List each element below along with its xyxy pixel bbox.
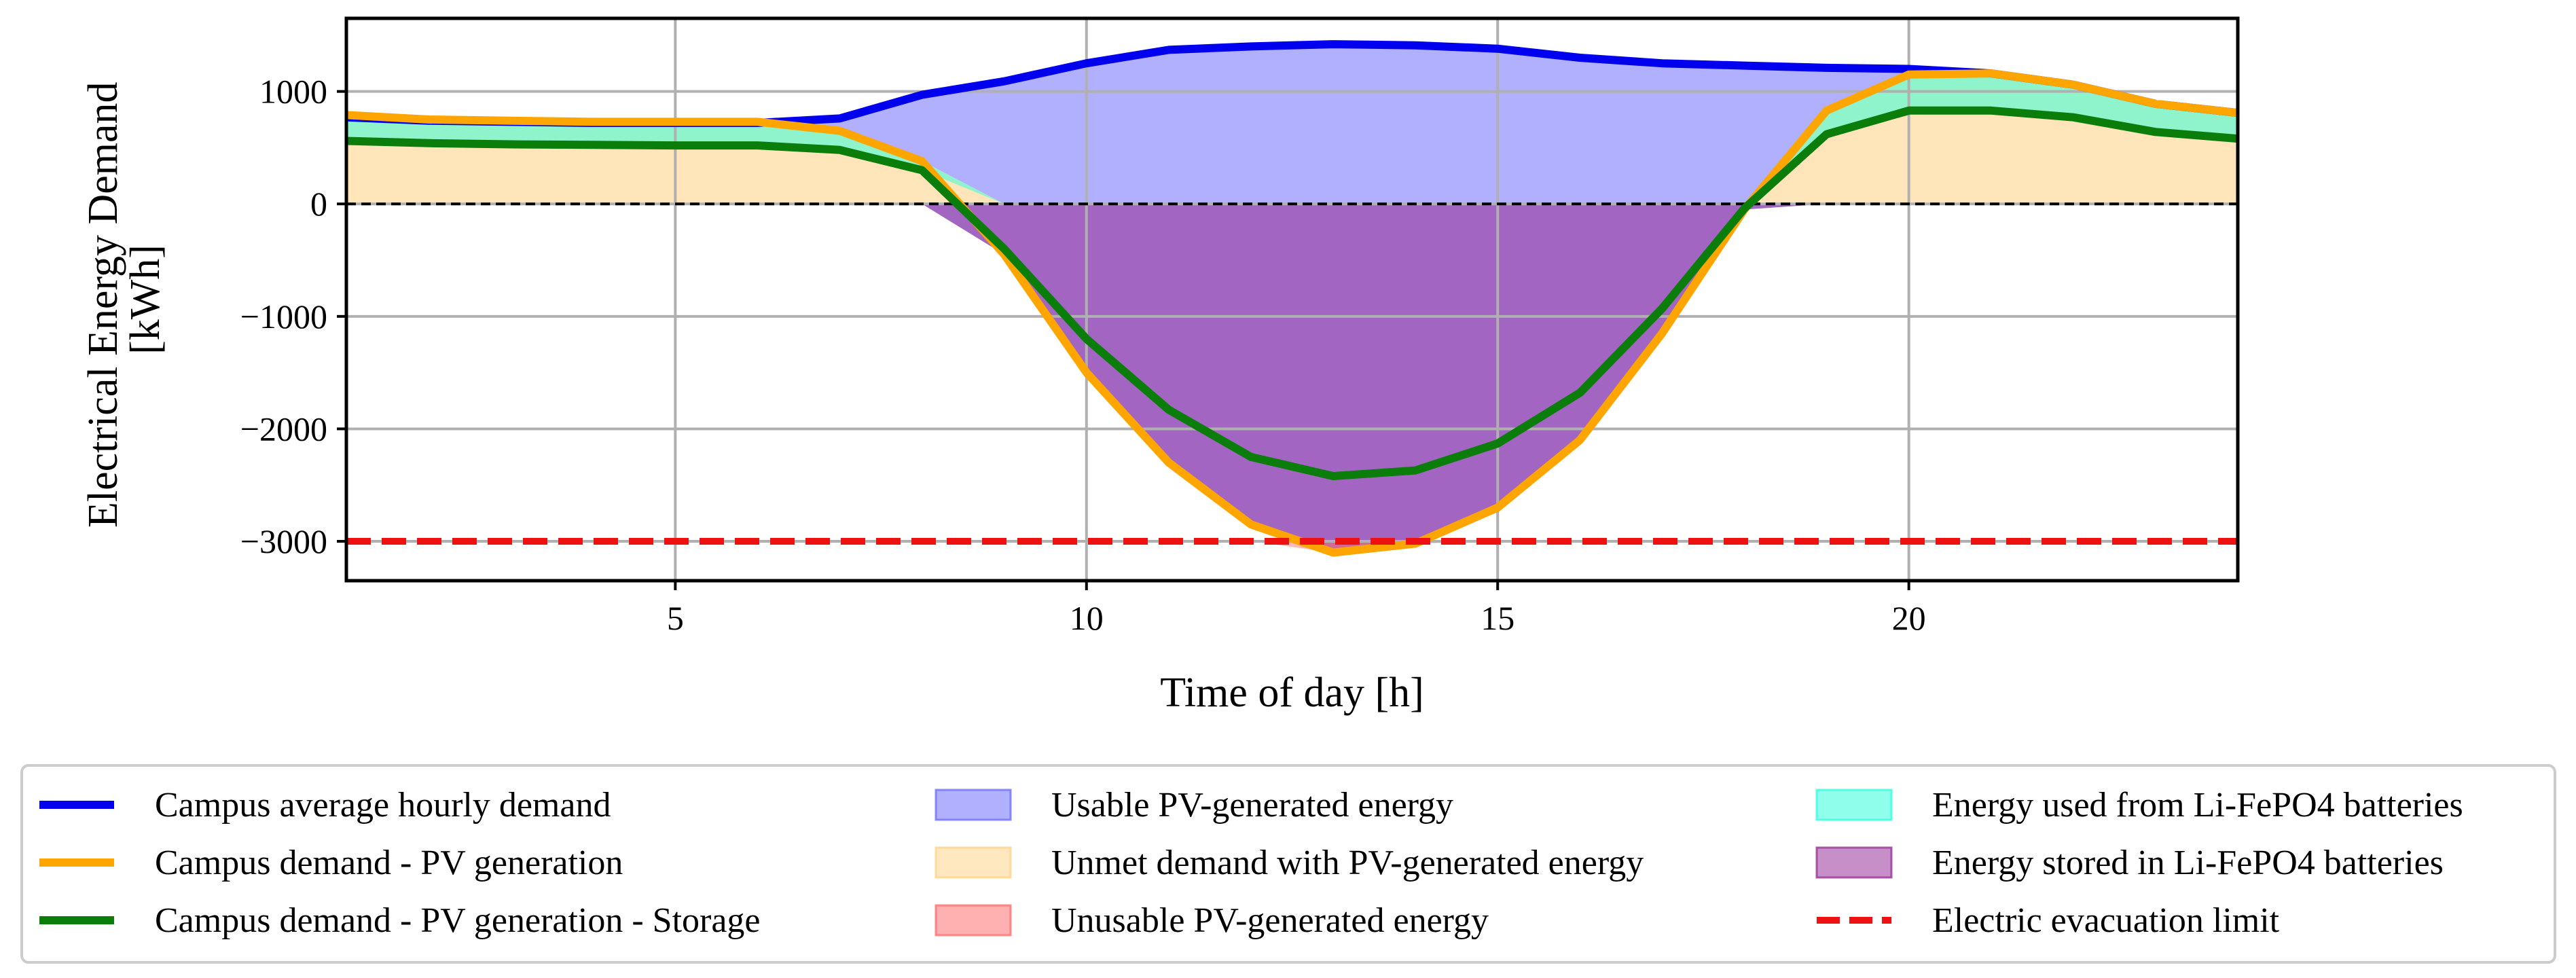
legend-label: Usable PV-generated energy — [1051, 786, 1453, 825]
legend-swatch — [935, 789, 1012, 821]
legend-label: Unmet demand with PV-generated energy — [1051, 844, 1644, 882]
area-fills — [346, 44, 2238, 553]
legend: Campus average hourly demand Campus deman… — [20, 764, 2556, 964]
plot-frame — [344, 16, 2240, 583]
legend-label: Unusable PV-generated energy — [1051, 901, 1489, 940]
y-tick-label: 1000 — [259, 73, 327, 111]
legend-swatch — [935, 904, 1012, 937]
fill-usable-pv — [346, 44, 2238, 204]
x-tick-label: 5 — [667, 599, 684, 637]
series-line-net — [346, 69, 2238, 557]
legend-label: Campus demand - PV generation — [155, 844, 623, 882]
fill-unmet-demand — [346, 73, 2238, 204]
legend-label: Campus average hourly demand — [155, 786, 611, 825]
legend-label: Campus demand - PV generation - Storage — [155, 901, 761, 940]
legend-swatch — [935, 846, 1012, 879]
x-tick-label: 10 — [1070, 599, 1104, 637]
legend-label: Energy used from Li-FePO4 batteries — [1932, 786, 2463, 825]
legend-swatch — [1815, 789, 1893, 821]
legend-label: Electric evacuation limit — [1932, 901, 2280, 940]
x-tick-label: 20 — [1892, 599, 1926, 637]
x-axis-label: Time of day [h] — [1160, 670, 1424, 716]
y-axis-label-line-2: [kWh] — [122, 244, 168, 355]
series-line-storage — [346, 106, 2238, 480]
legend-label: Energy stored in Li-FePO4 batteries — [1932, 844, 2444, 882]
series-lines — [346, 40, 2238, 557]
x-tick-label: 15 — [1481, 599, 1514, 637]
legend-box — [20, 764, 2556, 964]
y-axis-label: Electrical Energy Demand [kWh] — [80, 71, 168, 528]
axis-ticks: 5 10 15 20 1000 0 −1000 −2000 −3000 — [240, 73, 1926, 637]
fill-battery-used — [346, 73, 2238, 204]
legend-swatch — [1815, 846, 1893, 879]
plot-border — [344, 16, 2240, 583]
fill-battery-stored — [346, 204, 2238, 553]
y-tick-label: −3000 — [240, 522, 327, 560]
y-tick-label: −1000 — [240, 297, 327, 336]
y-tick-label: 0 — [310, 185, 327, 223]
y-axis-label-line-1: Electrical Energy Demand — [80, 82, 126, 528]
fill-unusable-pv — [346, 541, 2238, 553]
y-tick-label: −2000 — [240, 410, 327, 448]
